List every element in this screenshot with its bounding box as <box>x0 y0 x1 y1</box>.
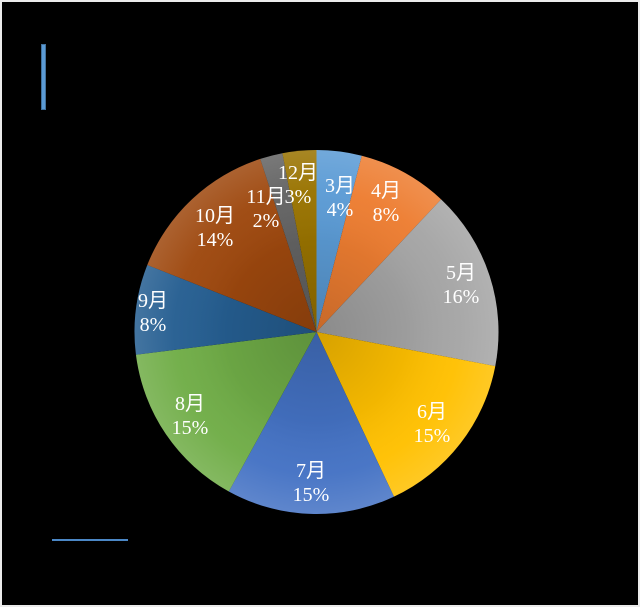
pie-shade-overlay <box>134 150 499 514</box>
horizontal-accent-line <box>52 539 128 541</box>
vertical-accent-bar <box>41 44 46 110</box>
